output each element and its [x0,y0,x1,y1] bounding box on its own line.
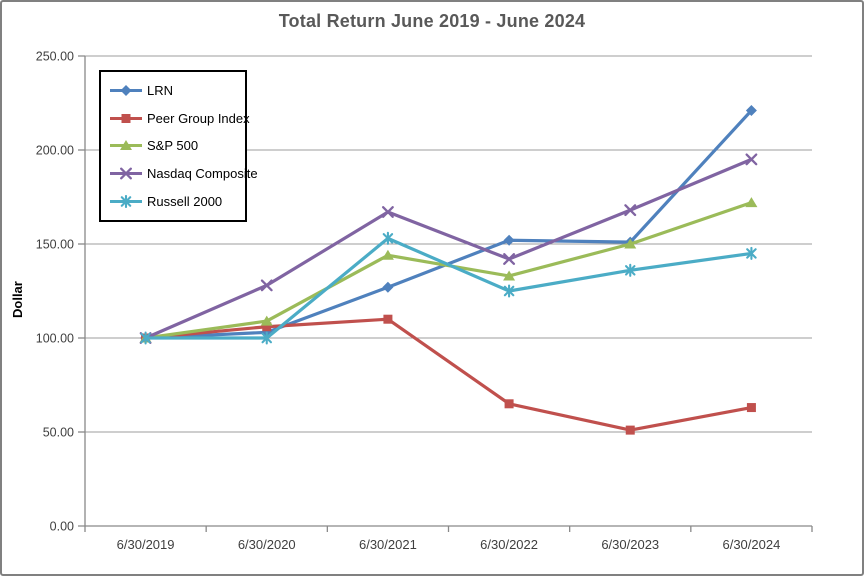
legend-item-sp-500: S&P 500 [110,138,243,153]
y-tick-label: 100.00 [36,332,74,346]
series-line-s-p-500 [143,201,754,340]
x-tick-label: 6/30/2023 [601,537,659,552]
marker-peer-group-index [262,322,272,332]
chart-title: Total Return June 2019 - June 2024 [278,11,586,31]
legend-marker [120,167,132,180]
marker-peer-group-index [625,425,635,435]
legend-label-peer-group-index: Peer Group Index [147,110,250,126]
legend-label-sp-500: S&P 500 [147,138,199,154]
legend-marker [120,140,132,151]
marker-peer-group-index [746,403,756,413]
legend-label-russell-2000: Russell 2000 [147,193,223,209]
x-tick-label: 6/30/2020 [238,537,296,552]
legend-item-lrn: LRN [110,83,243,98]
y-tick-label: 250.00 [36,50,74,64]
marker-s-p-500 [381,249,394,260]
y-tick-label: 200.00 [36,144,74,158]
marker-nasdaq-composite [745,153,758,166]
marker-nasdaq-composite [260,279,273,292]
marker-s-p-500 [260,315,273,326]
legend-label-lrn: LRN [147,83,174,99]
series-russell-2000 [140,231,757,345]
legend-item-peer-group-index: Peer Group Index [110,111,250,126]
marker-nasdaq-composite [503,253,516,265]
marker-peer-group-index [504,399,514,409]
marker-peer-group-index [383,314,393,324]
marker-s-p-500 [624,238,637,249]
marker-lrn [745,105,757,117]
x-tick-label: 6/30/2019 [117,537,175,552]
marker-lrn [382,281,394,293]
series-line-russell-2000 [143,236,754,340]
legend-marker [121,113,131,123]
x-tick-label: 6/30/2022 [480,537,538,552]
legend-swatch-nasdaq-composite-icon [110,167,142,180]
marker-russell-2000 [261,332,273,344]
series-line-nasdaq-composite [143,157,754,340]
x-tick-label: 6/30/2021 [359,537,417,552]
legend-marker [120,195,132,207]
series-nasdaq-composite [139,153,758,344]
marker-russell-2000 [624,265,636,276]
legend-swatch-peer-group-index-icon [110,113,142,123]
marker-russell-2000 [746,248,757,259]
y-tick-label: 150.00 [36,238,74,252]
series-line-peer-group-index [143,317,754,432]
y-tick-label: 50.00 [43,426,74,440]
y-axis-title: Dollar [10,281,25,318]
marker-s-p-500 [745,197,758,208]
legend-swatch-sp-500-icon [110,140,142,151]
marker-russell-2000 [503,285,515,297]
legend-item-russell-2000: Russell 2000 [110,194,243,209]
marker-russell-2000 [140,332,151,344]
marker-nasdaq-composite [624,204,637,217]
legend-label-nasdaq-composite: Nasdaq Composite [147,166,258,182]
marker-nasdaq-composite [381,206,394,218]
marker-s-p-500 [503,270,516,281]
x-tick-label: 6/30/2024 [722,537,780,552]
y-tick-label: 0.00 [50,520,74,534]
legend: LRN Peer Group Index S&P 500 Nasdaq Comp… [99,70,258,222]
marker-lrn [503,234,515,246]
legend-swatch-lrn-icon [110,85,142,97]
legend-item-nasdaq-composite: Nasdaq Composite [110,166,258,181]
legend-marker [120,85,132,97]
legend-swatch-russell-2000-icon [110,194,142,208]
marker-russell-2000 [382,233,394,244]
